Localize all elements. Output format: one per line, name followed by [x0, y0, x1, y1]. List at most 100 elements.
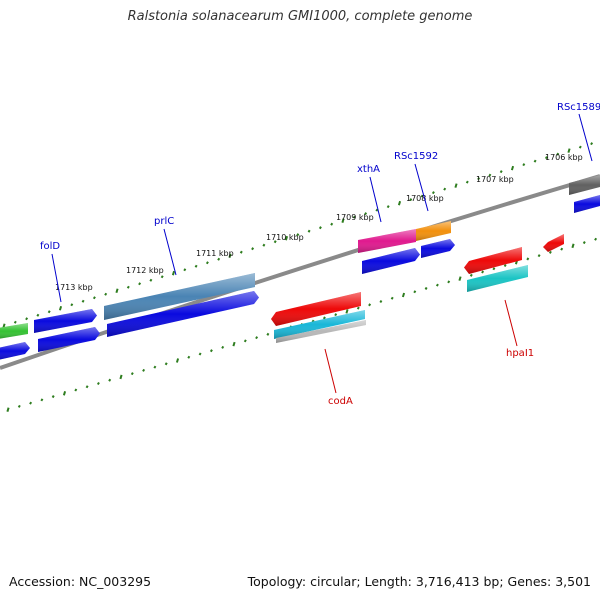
tick-mark — [537, 254, 541, 258]
gene-bar[interactable] — [543, 234, 564, 252]
gene-bar[interactable] — [274, 310, 365, 339]
gene-features[interactable] — [0, 175, 600, 360]
gene-labels[interactable]: folD prlC xthA RSc1592 RSc1589 codA hpaI1 — [40, 102, 600, 407]
gene-bar[interactable] — [362, 248, 420, 274]
tick-mark — [205, 261, 209, 265]
tick-mark — [198, 352, 202, 356]
gene-bar[interactable] — [569, 175, 600, 195]
tick-label: 1711 kbp — [196, 249, 234, 258]
tick-mark — [499, 170, 503, 174]
tick-mark — [578, 145, 582, 149]
tick-mark — [273, 240, 277, 244]
tick-mark — [435, 283, 439, 287]
gene-bar[interactable] — [104, 273, 255, 320]
topology-text: Topology: circular; Length: 3,716,413 bp… — [247, 574, 591, 589]
map-title: Ralstonia solanacearum GMI1000, complete… — [127, 9, 473, 24]
tick-mark — [318, 226, 322, 230]
gene-label[interactable]: RSc1589 — [557, 102, 600, 113]
gene-label[interactable]: codA — [328, 396, 353, 407]
tick-mark — [51, 395, 55, 399]
tick-mark — [266, 332, 270, 336]
tick-mark — [160, 275, 164, 279]
tick-mark — [413, 290, 417, 294]
tick-mark — [221, 345, 225, 349]
tick-mark — [58, 305, 63, 311]
tick-mark — [251, 247, 255, 251]
tick-mark — [6, 407, 10, 412]
gene-bar[interactable] — [271, 292, 361, 326]
gene-bar[interactable] — [0, 323, 28, 339]
gene-label[interactable]: RSc1592 — [394, 151, 438, 162]
tick-mark — [571, 243, 575, 249]
tick-mark — [334, 313, 338, 317]
tick-mark — [510, 165, 515, 171]
tick-mark — [36, 313, 40, 317]
tick-mark — [115, 288, 119, 294]
tick-mark — [29, 401, 33, 405]
gene-bar[interactable] — [574, 195, 600, 213]
tick-label: 1712 kbp — [126, 266, 164, 275]
tick-mark — [409, 198, 413, 202]
tick-mark — [567, 148, 571, 153]
tick-mark — [375, 208, 379, 212]
gene-bar[interactable] — [107, 291, 259, 337]
tick-mark — [556, 152, 560, 156]
gene-bar[interactable] — [0, 342, 30, 360]
tick-mark — [25, 317, 29, 321]
tick-mark — [503, 263, 507, 268]
tick-mark — [164, 362, 168, 366]
tick-mark — [262, 243, 266, 247]
tick-mark — [142, 368, 146, 372]
tick-mark — [284, 235, 289, 241]
tick-mark — [420, 194, 424, 198]
tick-mark — [386, 205, 390, 209]
tick-mark — [40, 398, 44, 402]
tick-mark — [443, 187, 447, 191]
tick-mark — [104, 292, 108, 296]
gene-label[interactable]: xthA — [357, 164, 380, 175]
leader-line — [369, 176, 382, 223]
tick-mark — [379, 300, 383, 304]
tick-mark — [187, 355, 191, 359]
gene-label[interactable]: folD — [40, 241, 60, 252]
tick-mark — [481, 270, 485, 274]
leader-line — [163, 228, 177, 276]
tick-mark — [126, 285, 130, 289]
gene-bar[interactable] — [38, 327, 100, 352]
gene-bar[interactable] — [276, 320, 366, 343]
tick-mark — [401, 292, 406, 298]
leader-line — [414, 163, 429, 212]
tick-mark — [17, 404, 21, 408]
tick-mark — [454, 183, 458, 188]
tick-mark — [522, 163, 526, 167]
tick-mark — [92, 296, 96, 300]
tick-mark — [130, 372, 134, 376]
tick-mark — [13, 320, 17, 324]
tick-mark — [62, 391, 67, 396]
tick-mark — [296, 233, 300, 237]
tick-mark — [322, 316, 326, 320]
tick-mark — [175, 358, 180, 363]
tick-mark — [431, 191, 435, 195]
tick-mark — [153, 365, 157, 369]
tick-mark — [356, 306, 360, 310]
tick-mark — [239, 250, 243, 254]
gene-label[interactable]: prlC — [154, 216, 174, 227]
gene-bar[interactable] — [34, 309, 97, 333]
tick-mark — [74, 388, 78, 392]
tick-mark — [390, 296, 394, 300]
gene-bar[interactable] — [421, 239, 455, 258]
tick-mark — [138, 282, 142, 286]
gene-bar[interactable] — [416, 221, 451, 241]
gene-bar[interactable] — [467, 265, 528, 292]
tick-mark — [458, 276, 462, 281]
gene-bar[interactable] — [358, 229, 416, 253]
gene-label[interactable]: hpaI1 — [506, 348, 534, 359]
tick-mark — [560, 247, 564, 251]
tick-mark — [149, 278, 153, 282]
tick-mark — [368, 303, 372, 307]
tick-mark — [108, 378, 112, 382]
tick-mark — [341, 218, 345, 223]
gene-bar[interactable] — [464, 247, 522, 274]
